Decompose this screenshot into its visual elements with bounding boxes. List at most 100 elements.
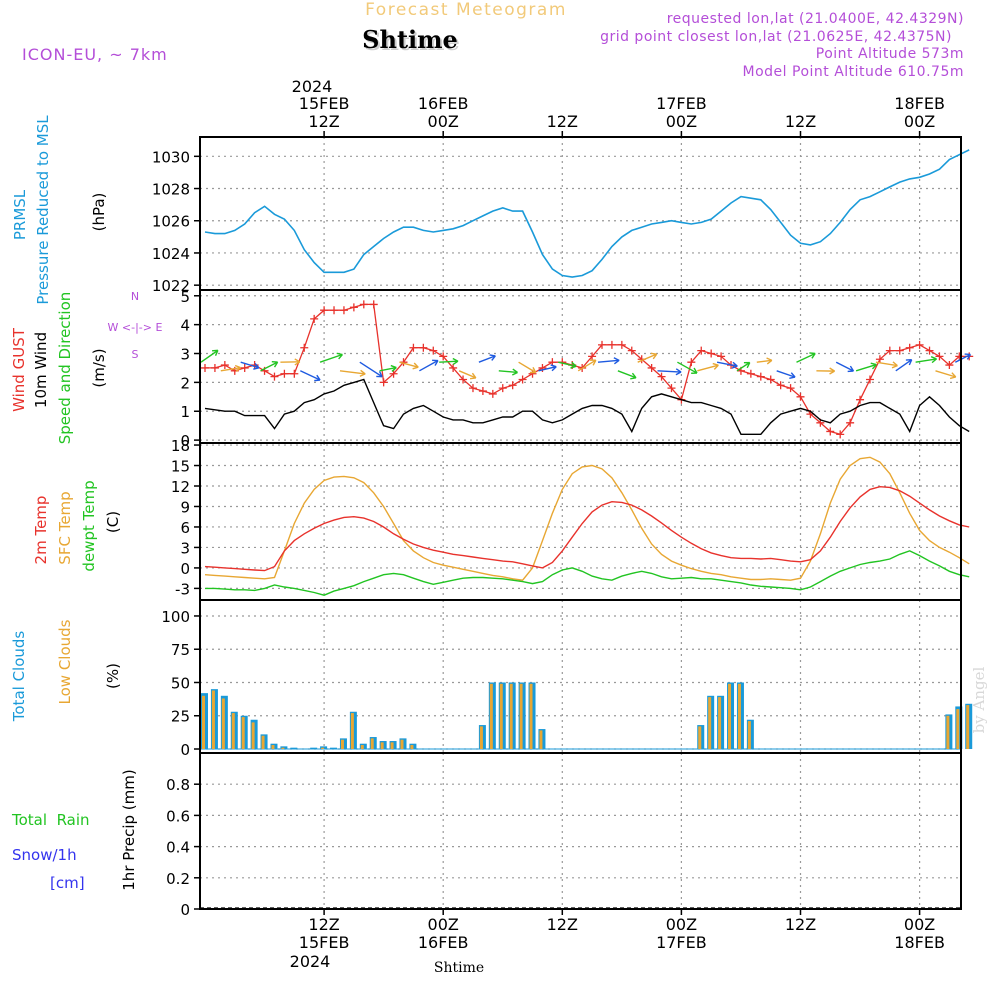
arrow-head [212,349,219,356]
top-date-label: 18FEB [894,94,945,113]
arrow-shaft [637,353,657,363]
wind-direction-arrow [617,370,637,380]
wind-gust-marker [895,346,904,355]
wind-direction-arrow [875,361,898,369]
bottom-hour-label: 12Z [308,915,339,934]
gridpoint-coords: grid point closest lon,lat (21.0625E, 42… [600,29,952,45]
wind-gust-marker [468,384,477,393]
low-clouds-bar [479,726,483,750]
wind-direction-arrow [597,357,620,365]
arrow-head [550,364,557,372]
wind-direction-arrow [220,364,242,372]
wind-gust-marker [717,352,726,361]
low-clouds-bar [728,683,732,750]
wind-gust-marker [508,381,517,390]
arrow-head [964,353,972,360]
arrow-head [743,361,751,369]
arrow-shaft [478,355,496,363]
low-clouds-bar [519,683,523,750]
wind-gust-marker [359,300,368,309]
arrow-shaft [319,353,343,363]
wind-gust-marker [617,340,626,349]
bottom-hour-label: 00Z [666,915,697,934]
low-clouds-bar [370,738,374,750]
low-clouds-bar [380,742,384,750]
bottom-hour-label: 12Z [785,915,816,934]
y-tick-label: -3 [175,580,190,598]
arrow-head [489,354,496,361]
arrow-shaft [220,366,241,372]
wind-gust-marker [945,361,954,370]
low-clouds-bar [251,722,255,750]
wind-direction-arrow [736,361,751,372]
wind-direction-arrow [419,359,439,372]
total-clouds-bar [310,747,318,750]
temp-unit: (C) [104,511,122,533]
wind-gust-marker [746,369,755,378]
arrow-head [789,372,796,380]
forecast-title: Forecast Meteogram [365,0,567,20]
low-clouds-bar [410,745,414,750]
wind-direction-arrow [300,370,321,382]
y-tick-label: 0 [180,560,190,578]
low-clouds-label: Low Clouds [56,619,74,704]
low-clouds-bar [231,713,235,750]
wind-direction-arrow [399,361,419,370]
wind-gust-marker [369,300,378,309]
arrow-head [234,364,242,372]
low-clouds-bar [698,726,702,750]
wind-gust-marker [865,375,874,384]
wind-gust-marker [538,363,547,372]
arrow-head [613,357,620,365]
arrow-shaft [875,361,898,367]
compass-n: N [131,290,139,303]
top-hour-label: 00Z [666,112,697,131]
wind-gust-marker [826,427,835,436]
arrow-shaft [736,361,751,372]
top-date-label: 16FEB [418,94,469,113]
arrow-shaft [776,370,796,378]
top-axis-year: 2024 [292,77,333,96]
wind-gust-marker [459,375,468,384]
low-clouds-bar [271,745,275,750]
wind-gust-marker [429,346,438,355]
arrow-shaft [419,359,439,372]
arrow-head [949,372,957,380]
y-tick-label: 1022 [152,277,190,295]
rain-label: Total Rain [11,811,90,829]
wind-direction-arrow [339,369,366,377]
wind-gust-marker [439,352,448,361]
wind-10m-line [204,378,970,435]
arrow-head [766,357,773,365]
wind-gust-marker [697,346,706,355]
wind-gust-line [205,303,970,436]
wind-direction-arrow [439,357,459,366]
compass-we: W <-|-> E [108,321,163,334]
arrow-shaft [339,370,366,375]
wind-gust-marker [846,418,855,427]
wind-gust-marker [339,306,348,315]
low-clouds-bar [211,690,215,750]
arrow-shaft [657,370,682,373]
arrow-head [650,352,658,360]
arrow-shaft [260,361,278,372]
prmsl-line [204,149,970,278]
arrow-shaft [439,360,459,363]
arrow-shaft [240,361,260,369]
arrow-shaft [498,370,518,374]
wind-direction-arrow [478,354,496,363]
arrow-shaft [954,353,971,363]
wind-gust-marker [449,363,458,372]
wind-gust-marker [290,369,299,378]
arrow-head [432,359,439,366]
wind-direction-arrow [776,370,796,380]
y-tick-label: 0 [180,901,190,919]
wind-gust-label: Wind GUST [10,327,28,412]
arrow-shaft [677,361,698,374]
arrow-head [847,365,855,373]
low-clouds-bar [489,683,493,750]
arrow-head [314,374,321,382]
wind-direction-arrow [240,361,260,370]
arrow-shaft [359,361,383,378]
y-tick-label: 1030 [152,148,190,166]
